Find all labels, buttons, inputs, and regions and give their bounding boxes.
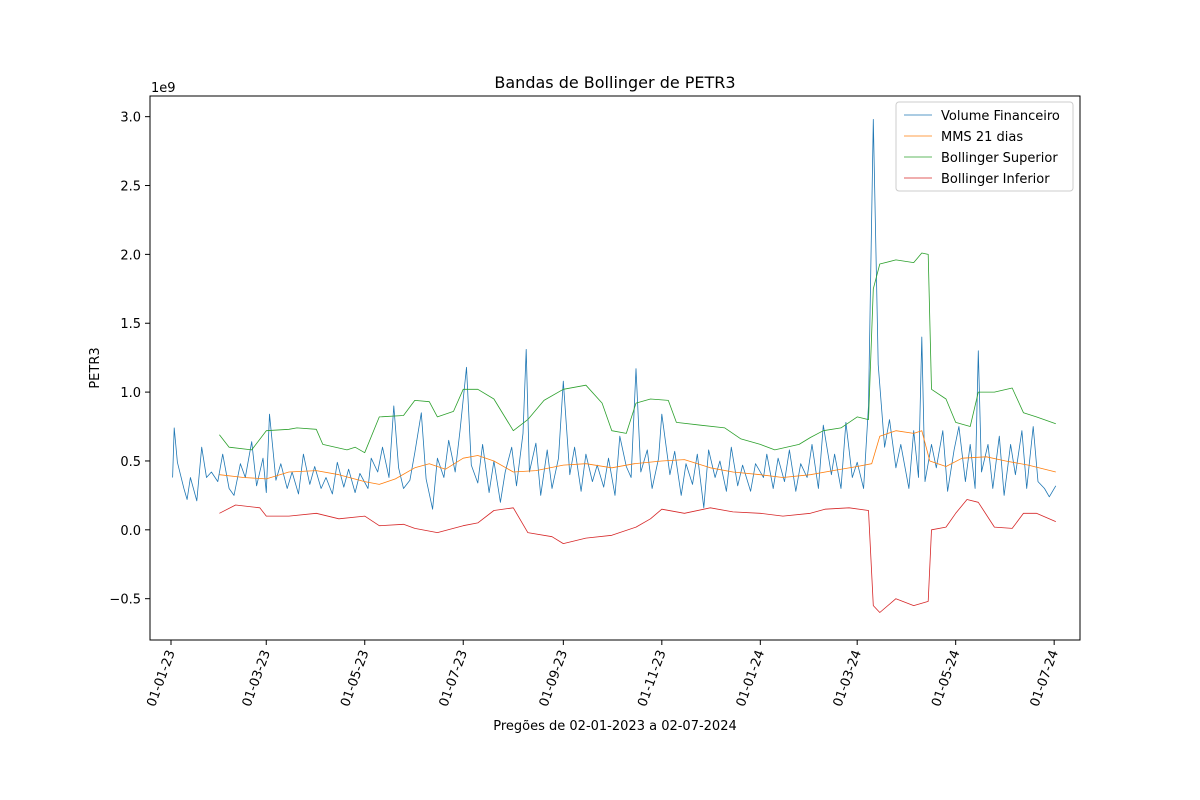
y-tick-label: 2.5: [120, 180, 141, 195]
y-tick-label: 3.0: [120, 111, 141, 126]
axes-frame: [149, 95, 1081, 641]
legend: Volume Financeiro MMS 21 dias Bollinger Su…: [895, 101, 1074, 192]
y-tick-label: 2.0: [120, 248, 141, 263]
series-line-volume-financeiro: [172, 119, 1057, 510]
legend-label: Bollinger Inferior: [941, 172, 1050, 187]
y-tick-label: 1.5: [120, 317, 141, 332]
series-line-bollinger-superior: [219, 252, 1056, 454]
y-tick-label: 0.0: [120, 524, 141, 539]
chart-title: Bandas de Bollinger de PETR3: [494, 73, 735, 92]
y-offset-text: 1e9: [151, 81, 176, 96]
y-tick-label: 1.0: [120, 386, 141, 401]
y-axis-label: PETR3: [88, 347, 103, 388]
y-tick-label: −0.5: [109, 593, 141, 608]
legend-label: MMS 21 dias: [941, 130, 1023, 145]
series-line-mms-21-dias: [219, 430, 1056, 485]
y-tick-label: 0.5: [120, 455, 141, 470]
x-axis-label: Pregões de 02-01-2023 a 02-07-2024: [493, 719, 737, 734]
plot-area: [172, 119, 1057, 613]
legend-box: [895, 101, 1074, 192]
legend-label: Bollinger Superior: [941, 151, 1058, 166]
series-line-bollinger-inferior: [219, 499, 1056, 613]
legend-label: Volume Financeiro: [941, 109, 1060, 124]
